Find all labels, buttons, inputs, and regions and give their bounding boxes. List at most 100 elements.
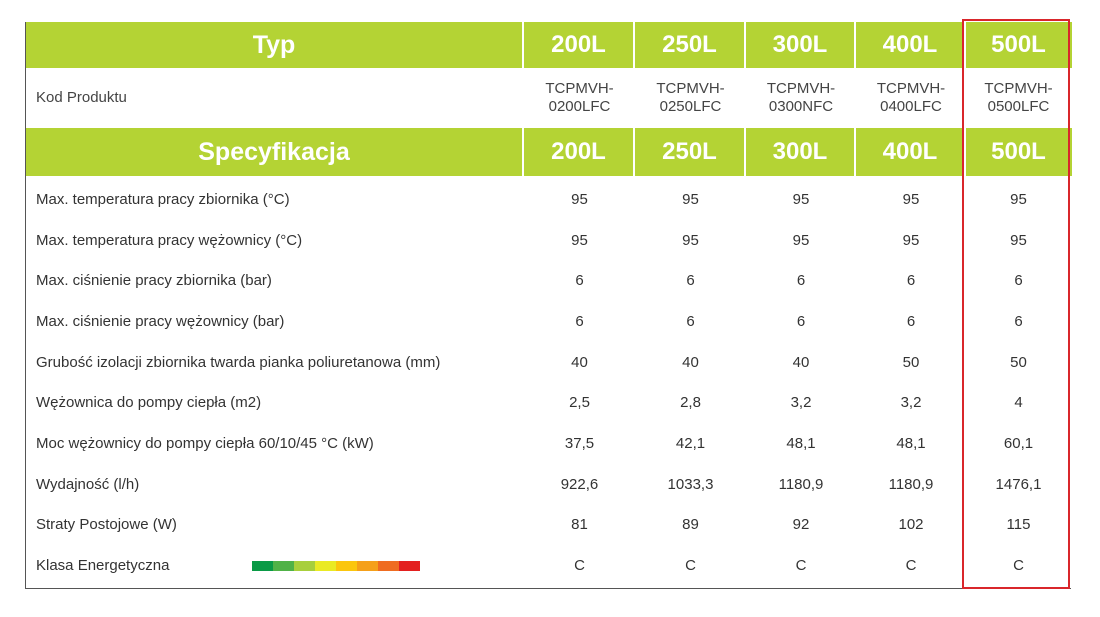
row-label-text: Straty Postojowe (W) [36,516,177,534]
spec-header-200l: 200L [524,128,635,176]
table-cell: 95 [1010,231,1027,249]
table-cell: 2,8 [680,394,701,412]
type-header-row: Typ 200L 250L 300L 400L 500L [26,22,1072,68]
table-cell: 6 [796,312,806,330]
row-label: Wężownica do pompy ciepła (m2) [26,383,524,424]
type-header-250l: 250L [635,22,746,68]
energy-scale-segment [252,560,273,571]
row-label: Grubość izolacji zbiornika twarda pianka… [26,342,524,383]
table-cell: 95 [792,231,810,249]
specification-table: Typ 200L 250L 300L 400L 500L Kod Produkt… [25,22,1072,589]
table-cell: 95 [902,231,920,249]
table-cell: C [574,557,585,575]
energy-scale-segment [378,560,399,571]
row-label-text: Grubość izolacji zbiornika twarda pianka… [36,353,441,371]
row-label-text: Moc wężownicy do pompy ciepła 60/10/45 °… [36,435,374,453]
product-code-400l-line1: TCPMVH- [876,80,946,97]
table-cell: 50 [902,353,920,371]
table-row: Wężownica do pompy ciepła (m2) 2,5 2,8 3,2 3… [26,383,1072,424]
table-row: Straty Postojowe (W) 81 89 92 102 115 [26,505,1072,546]
product-code-250l-line1: TCPMVH- [656,80,725,97]
product-code-400l-line2: 0400LFC [880,98,942,115]
energy-scale-segment [273,560,294,571]
table-row: Max. temperatura pracy wężownicy (°C) 95 9… [26,220,1072,261]
table-cell: 40 [682,353,699,371]
table-cell: 6 [686,272,695,290]
table-cell: 95 [1010,190,1027,208]
type-header-300l: 300L [746,22,856,68]
table-cell: 95 [571,231,588,249]
product-code-200l: TCPMVH- 0200LFC [524,68,635,128]
table-cell: 1033,3 [667,475,714,493]
type-header-200l: 200L [524,22,635,68]
row-label-text: Klasa Energetyczna [36,557,170,575]
table-row: Moc wężownicy do pompy ciepła 60/10/45 °… [26,423,1072,464]
energy-scale-segment [336,560,357,571]
table-cell: 922,6 [560,475,599,493]
table-cell: 3,2 [790,394,812,412]
table-cell: 6 [1014,312,1023,330]
table-cell: 95 [792,190,810,208]
row-label: Moc wężownicy do pompy ciepła 60/10/45 °… [26,423,524,464]
energy-scale-segment [294,560,315,571]
table-cell: 95 [902,190,920,208]
row-label-text: Max. temperatura pracy zbiornika (°C) [36,190,290,208]
product-code-200l-line1: TCPMVH- [545,80,614,97]
table-cell: 102 [898,516,924,534]
product-code-300l-line2: 0300NFC [768,98,834,115]
spec-header-400l: 400L [856,128,966,176]
table-cell: 81 [571,516,588,534]
table-cell: 6 [906,272,916,290]
product-code-500l-line2: 0500LFC [987,98,1050,115]
table-cell: 50 [1010,353,1027,371]
row-label: Max. ciśnienie pracy wężownicy (bar) [26,301,524,342]
energy-scale-segment [357,560,378,571]
row-label-text: Wydajność (l/h) [36,475,140,493]
energy-scale-segment [315,560,336,571]
product-code-label: Kod Produktu [36,89,127,106]
table-cell: 1476,1 [995,475,1042,493]
table-row: Max. temperatura pracy zbiornika (°C) 95 9… [26,179,1072,220]
row-label-text: Max. temperatura pracy wężownicy (°C) [36,231,303,249]
type-header-title: Typ [26,22,524,68]
specification-header-title: Specyfikacja [26,128,524,176]
table-cell: C [1013,557,1024,575]
table-row: Max. ciśnienie pracy wężownicy (bar) 6 6 6 6… [26,301,1072,342]
table-cell: C [905,557,917,575]
table-cell: 6 [906,312,916,330]
table-row: Max. ciśnienie pracy zbiornika (bar) 6 6 6 6… [26,260,1072,301]
row-label: Max. temperatura pracy zbiornika (°C) [26,179,524,220]
table-cell: 6 [796,272,806,290]
row-label: Max. temperatura pracy wężownicy (°C) [26,220,524,261]
table-cell: 6 [1014,272,1023,290]
table-cell: 115 [1006,516,1031,534]
product-code-250l-line2: 0250LFC [659,98,722,115]
table-cell: 92 [792,516,810,534]
table-cell: 40 [571,353,588,371]
table-cell: 1180,9 [778,475,824,493]
table-cell: 40 [792,353,810,371]
table-cell: 3,2 [900,394,922,412]
table-cell: 1180,9 [888,475,934,493]
product-code-250l: TCPMVH- 0250LFC [635,68,746,128]
product-code-500l: TCPMVH- 0500LFC [966,68,1071,128]
product-code-400l: TCPMVH- 0400LFC [856,68,966,128]
table-cell: 60,1 [1003,435,1034,453]
table-row: Grubość izolacji zbiornika twarda pianka… [26,342,1072,383]
row-label: Straty Postojowe (W) [26,505,524,546]
spec-header-500l: 500L [991,138,1046,165]
row-label-text: Max. ciśnienie pracy zbiornika (bar) [36,272,272,290]
row-label: Max. ciśnienie pracy zbiornika (bar) [26,260,524,301]
product-code-300l-line1: TCPMVH- [766,80,836,97]
table-cell: 2,5 [569,394,590,412]
type-header-500l: 500L [991,31,1046,58]
table-cell: 6 [686,312,695,330]
table-cell: 37,5 [564,435,595,453]
table-cell: C [795,557,807,575]
table-row: Klasa Energetyczna C C C C C [26,545,1072,586]
table-row: Wydajność (l/h) 922,6 1033,3 1180,9 1180,9 14… [26,464,1072,505]
table-cell: 95 [682,231,699,249]
product-code-300l: TCPMVH- 0300NFC [746,68,856,128]
table-cell: 95 [571,190,588,208]
table-cell: 48,1 [896,435,926,453]
